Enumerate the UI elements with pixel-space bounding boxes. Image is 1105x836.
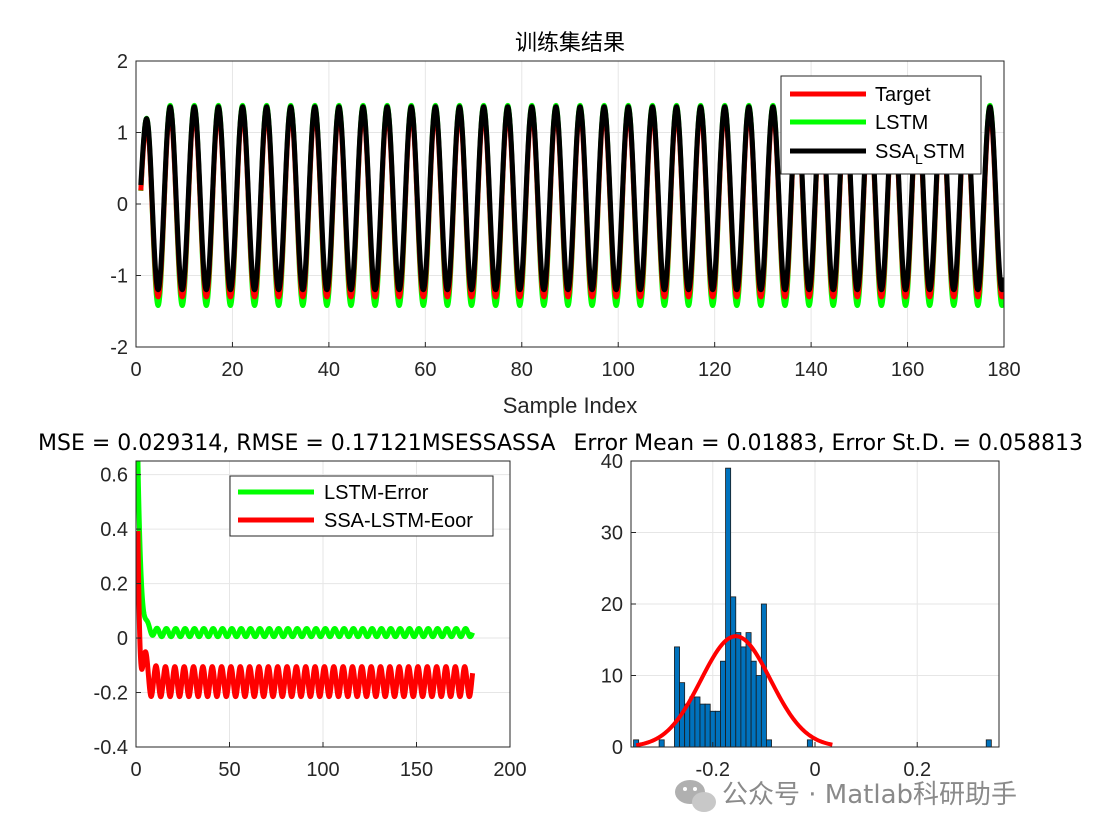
histogram-bar xyxy=(720,660,726,747)
legend-label-target: Target xyxy=(875,84,931,106)
histogram-bar xyxy=(750,660,757,747)
plot-2-xtick-label: 0 xyxy=(130,759,141,781)
histogram-bar xyxy=(735,632,742,747)
plot-3-ticks: -0.2 0 0.2 0 10 20 30 40 xyxy=(601,451,931,781)
plot-2-xtick-label: 150 xyxy=(400,759,433,781)
plot-1-xtick-label: 80 xyxy=(511,359,533,381)
legend-label-ssa-sub: L xyxy=(915,151,923,167)
plot-1-legend: Target LSTM SSALSTM xyxy=(780,75,982,175)
plot-1: 0 20 40 60 80 100 120 140 160 180 -2 -1 0 1 2 训练集结果 Sa… xyxy=(110,31,1020,418)
series-line-ssa-lstm-eoor xyxy=(136,531,476,700)
watermark: 公众号 · Matlab科研助手 xyxy=(675,780,1017,812)
histogram-bar xyxy=(740,646,747,747)
plot-3: -0.2 0 0.2 0 10 20 30 40 Error Mean = 0.01883, … xyxy=(574,431,1083,781)
histogram-bar xyxy=(755,675,762,747)
plot-1-ytick-label: 0 xyxy=(117,194,128,216)
plot-1-lines xyxy=(138,102,1004,309)
histogram-bar xyxy=(806,739,813,747)
plot-2-ytick-label: 0.4 xyxy=(100,519,128,541)
plot-1-xtick-label: 180 xyxy=(987,359,1020,381)
plot-1-ytick-label: 2 xyxy=(117,51,128,73)
plot-3-ytick-label: 30 xyxy=(601,523,623,545)
plot-1-xtick-label: 0 xyxy=(130,359,141,381)
legend-label-ssa-lstm: SSALSTM xyxy=(875,141,965,167)
plot-1-xtick-label: 100 xyxy=(602,359,635,381)
plot-2-ytick-label: 0.2 xyxy=(100,574,128,596)
plot-2-ytick-label: 0.6 xyxy=(100,465,128,487)
series-line-lstm-error xyxy=(136,461,475,640)
plot-1-xtick-label: 140 xyxy=(794,359,827,381)
plot-1-xlabel: Sample Index xyxy=(503,393,638,418)
histogram-bar xyxy=(730,596,737,747)
plot-2-lines xyxy=(136,461,476,700)
plot-3-xtick-label: 0.2 xyxy=(903,759,931,781)
wechat-icon xyxy=(675,780,716,812)
histogram-bar xyxy=(725,467,732,747)
plot-3-title: Error Mean = 0.01883, Error St.D. = 0.05… xyxy=(574,431,1083,456)
plot-2-ytick-label: 0 xyxy=(117,628,128,650)
plot-2: 0 50 100 150 200 -0.4 -0.2 0 0.2 0.4 0.6 MSE = 0.0… xyxy=(38,431,555,781)
histogram-bar xyxy=(745,632,752,747)
plot-2-title: MSE = 0.029314, RMSE = 0.17121MSESSASSA xyxy=(38,431,555,456)
plot-2-xtick-label: 200 xyxy=(493,759,526,781)
plot-1-xtick-label: 20 xyxy=(221,359,243,381)
plot-1-ytick-label: 1 xyxy=(117,123,128,145)
plot-2-legend-box xyxy=(229,475,494,537)
legend-label-ssa-lstm-error: SSA-LSTM-Eoor xyxy=(324,510,473,532)
legend-label-ssa-rest: STM xyxy=(923,141,965,163)
plot-3-fit xyxy=(635,634,833,747)
plot-2-xtick-label: 50 xyxy=(218,759,240,781)
plot-1-ytick-label: -2 xyxy=(110,337,128,359)
plot-3-ytick-label: 20 xyxy=(601,594,623,616)
plot-3-xtick-label: -0.2 xyxy=(696,759,730,781)
histogram-bar xyxy=(689,696,696,747)
histogram-bar xyxy=(714,710,721,747)
watermark-text: 公众号 · Matlab科研助手 xyxy=(722,780,1017,810)
plot-2-xtick-label: 100 xyxy=(306,759,339,781)
histogram-bar xyxy=(699,703,706,747)
plot-1-ytick-label: -1 xyxy=(110,266,128,288)
plot-1-xtick-label: 160 xyxy=(891,359,924,381)
legend-label-lstm-error: LSTM-Error xyxy=(324,482,429,504)
plot-3-ytick-label: 40 xyxy=(601,451,623,473)
plot-3-bars xyxy=(633,467,992,747)
histogram-bar xyxy=(766,739,772,747)
plot-1-xtick-label: 40 xyxy=(318,359,340,381)
histogram-bar xyxy=(674,646,680,747)
plot-2-ytick-label: -0.4 xyxy=(94,737,128,759)
plot-1-xtick-label: 120 xyxy=(698,359,731,381)
legend-label-lstm: LSTM xyxy=(875,112,928,134)
plot-2-ytick-label: -0.2 xyxy=(94,683,128,705)
histogram-bar xyxy=(694,696,701,747)
histogram-bar xyxy=(760,603,767,747)
plot-3-ytick-label: 10 xyxy=(601,666,623,688)
legend-label-ssa-main: SSA xyxy=(875,141,916,163)
series-line-ssa xyxy=(138,104,1004,293)
plot-1-ticks: 0 20 40 60 80 100 120 140 160 180 -2 -1 0 1 2 xyxy=(110,51,1020,381)
normal-fit-curve xyxy=(635,634,833,747)
histogram-bar xyxy=(985,739,992,747)
plot-1-xtick-label: 60 xyxy=(414,359,436,381)
histogram-bar xyxy=(658,739,665,747)
plot-2-legend: LSTM-Error SSA-LSTM-Eoor xyxy=(229,475,494,537)
histogram-bar xyxy=(709,710,716,747)
plot-2-ticks: 0 50 100 150 200 -0.4 -0.2 0 0.2 0.4 0.6 xyxy=(94,465,527,781)
plot-3-xtick-label: 0 xyxy=(809,759,820,781)
histogram-bar xyxy=(704,703,711,747)
plot-3-ytick-label: 0 xyxy=(612,737,623,759)
plot-1-title: 训练集结果 xyxy=(515,31,625,56)
